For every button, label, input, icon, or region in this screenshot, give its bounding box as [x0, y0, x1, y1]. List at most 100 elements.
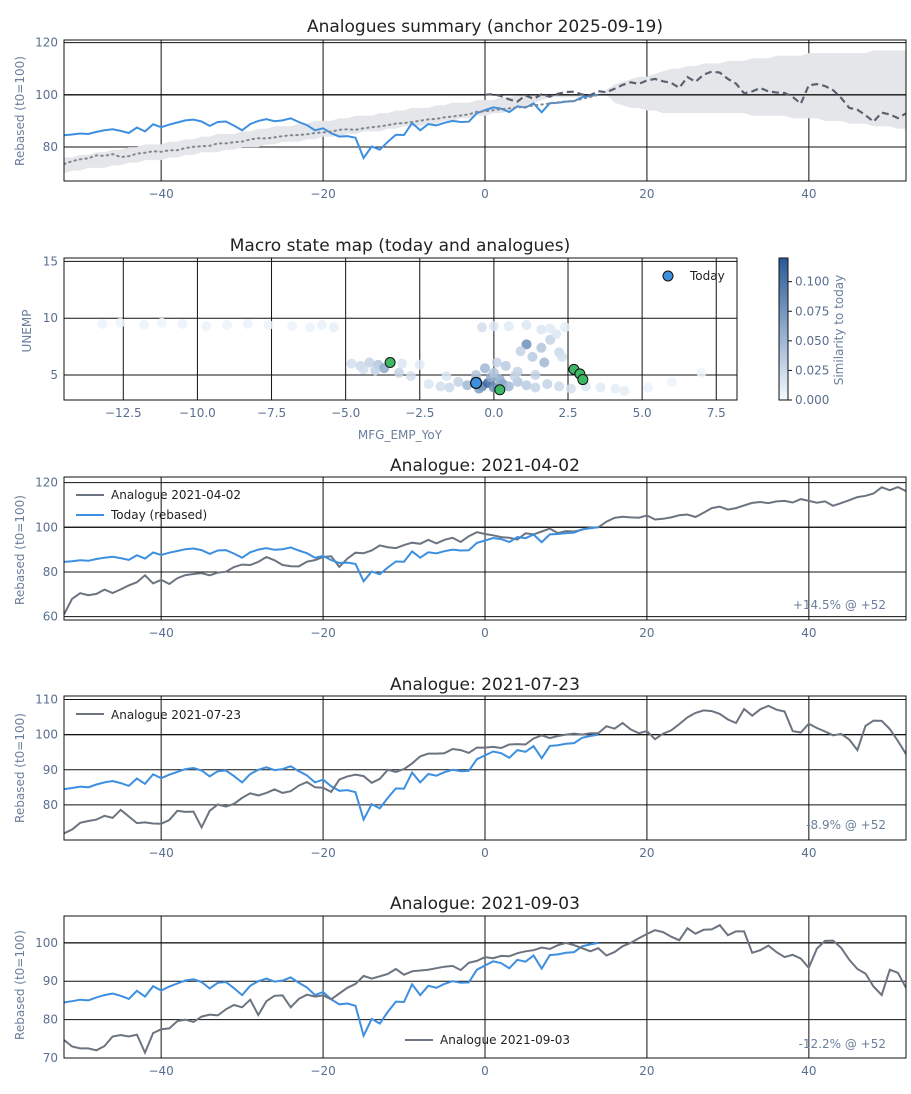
plot-frame — [63, 695, 907, 841]
analogue2-ylabel: Rebased (t0=100) — [13, 713, 27, 823]
statemap-xlabel: MFG_EMP_YoY — [358, 428, 443, 442]
y-tick-label: 70 — [43, 1051, 58, 1065]
state-point — [414, 359, 425, 370]
x-tick-label: −20 — [310, 187, 335, 201]
statemap-panel: Macro state map (today and analogues) MF… — [20, 236, 846, 442]
y-tick-label: 90 — [43, 974, 58, 988]
summary-ticks: −40 −20 0 20 40 80 100 120 — [35, 36, 816, 201]
y-tick-label: 80 — [43, 798, 58, 812]
analogue2-plot-area — [63, 695, 907, 841]
state-point — [542, 379, 553, 390]
analogue-series-line — [64, 923, 906, 1056]
x-tick-label: 0 — [481, 626, 489, 640]
legend-analogue-label: Analogue 2021-07-23 — [111, 708, 241, 722]
today-series-line — [64, 526, 599, 584]
analogue3-annotation: -12.2% @ +52 — [799, 1037, 886, 1051]
x-tick-label: −12.5 — [105, 406, 142, 420]
analogue2-title: Analogue: 2021-07-23 — [390, 675, 580, 695]
x-tick-label: −5.0 — [331, 406, 360, 420]
legend-analogue-label: Analogue 2021-09-03 — [440, 1033, 570, 1047]
y-tick-label: 100 — [35, 88, 58, 102]
state-point — [643, 382, 654, 393]
state-point — [515, 346, 526, 357]
legend-today-label: Today (rebased) — [110, 508, 207, 522]
y-tick-label: 10 — [43, 311, 58, 325]
median-past-line — [64, 93, 600, 165]
analogue2-ticks: −40 −20 0 20 40 80 90 100 110 — [35, 693, 816, 860]
x-tick-label: −20 — [310, 1064, 335, 1078]
state-point — [521, 320, 532, 331]
y-tick-label: 90 — [43, 763, 58, 777]
colorbar-tick-label: 0.000 — [795, 393, 829, 407]
plot-frame — [63, 257, 738, 401]
state-point — [287, 321, 298, 332]
state-point — [521, 380, 532, 391]
x-tick-label: −40 — [148, 846, 173, 860]
analogue1-plot-area — [63, 476, 907, 621]
x-tick-label: 40 — [801, 846, 816, 860]
x-tick-label: −40 — [148, 187, 173, 201]
state-point — [557, 351, 568, 362]
state-point — [364, 357, 375, 368]
x-tick-label: 2.5 — [558, 406, 577, 420]
scatter-group — [97, 317, 707, 396]
y-tick-label: 120 — [35, 36, 58, 50]
analogue3-plot-area — [63, 915, 907, 1059]
state-point — [530, 382, 541, 393]
analogue3-legend: Analogue 2021-09-03 — [405, 1033, 570, 1047]
x-tick-label: 0 — [481, 1064, 489, 1078]
colorbar-tick-label: 0.100 — [795, 275, 829, 289]
summary-title: Analogues summary (anchor 2025-09-19) — [307, 17, 663, 37]
x-tick-label: 5.0 — [633, 406, 652, 420]
state-point — [560, 322, 571, 333]
today-point — [470, 376, 483, 390]
analogue1-panel: Analogue: 2021-04-02 Rebased (t0=100) −4… — [13, 456, 907, 640]
y-tick-label: 80 — [43, 565, 58, 579]
x-tick-label: 0.0 — [484, 406, 503, 420]
state-point — [545, 323, 556, 334]
state-point — [453, 376, 464, 387]
colorbar-label: Similarity to today — [832, 275, 846, 386]
x-tick-label: 20 — [639, 187, 654, 201]
statemap-title: Macro state map (today and analogues) — [230, 236, 571, 256]
state-point — [477, 322, 488, 333]
state-point — [619, 385, 630, 396]
analogue2-legend: Analogue 2021-07-23 — [76, 708, 241, 722]
y-tick-label: 60 — [43, 610, 58, 624]
summary-panel: Analogues summary (anchor 2025-09-19) Re… — [13, 17, 907, 201]
state-point — [491, 357, 502, 368]
x-tick-label: −40 — [148, 1064, 173, 1078]
y-tick-label: 100 — [35, 936, 58, 950]
legend-analogue-label: Analogue 2021-04-02 — [111, 488, 241, 502]
x-tick-label: −7.5 — [257, 406, 286, 420]
analogue1-ylabel: Rebased (t0=100) — [13, 495, 27, 605]
state-point — [488, 367, 499, 378]
plot-frame — [63, 915, 907, 1059]
summary-ylabel: Rebased (t0=100) — [13, 56, 27, 166]
series-group — [64, 486, 906, 615]
plot-frame — [63, 39, 907, 182]
state-point — [494, 374, 505, 385]
today-series-line — [64, 733, 599, 823]
state-point — [396, 358, 407, 369]
state-point — [201, 321, 212, 332]
state-point — [222, 320, 233, 331]
x-tick-label: 40 — [801, 187, 816, 201]
state-point — [696, 367, 707, 378]
statemap-legend: Today — [662, 269, 725, 283]
y-tick-label: 120 — [35, 476, 58, 490]
analogue3-ylabel: Rebased (t0=100) — [13, 930, 27, 1040]
state-point — [536, 342, 547, 353]
state-point — [316, 320, 327, 331]
colorbar-tick-label: 0.025 — [795, 363, 829, 377]
state-point — [503, 381, 514, 392]
state-point — [521, 339, 532, 350]
state-point — [565, 383, 576, 394]
analogue1-annotation: +14.5% @ +52 — [793, 598, 886, 612]
state-point — [156, 317, 167, 328]
x-tick-label: −20 — [310, 846, 335, 860]
state-point — [503, 321, 514, 332]
colorbar-gradient — [778, 257, 789, 401]
median-forward-line — [484, 70, 906, 124]
